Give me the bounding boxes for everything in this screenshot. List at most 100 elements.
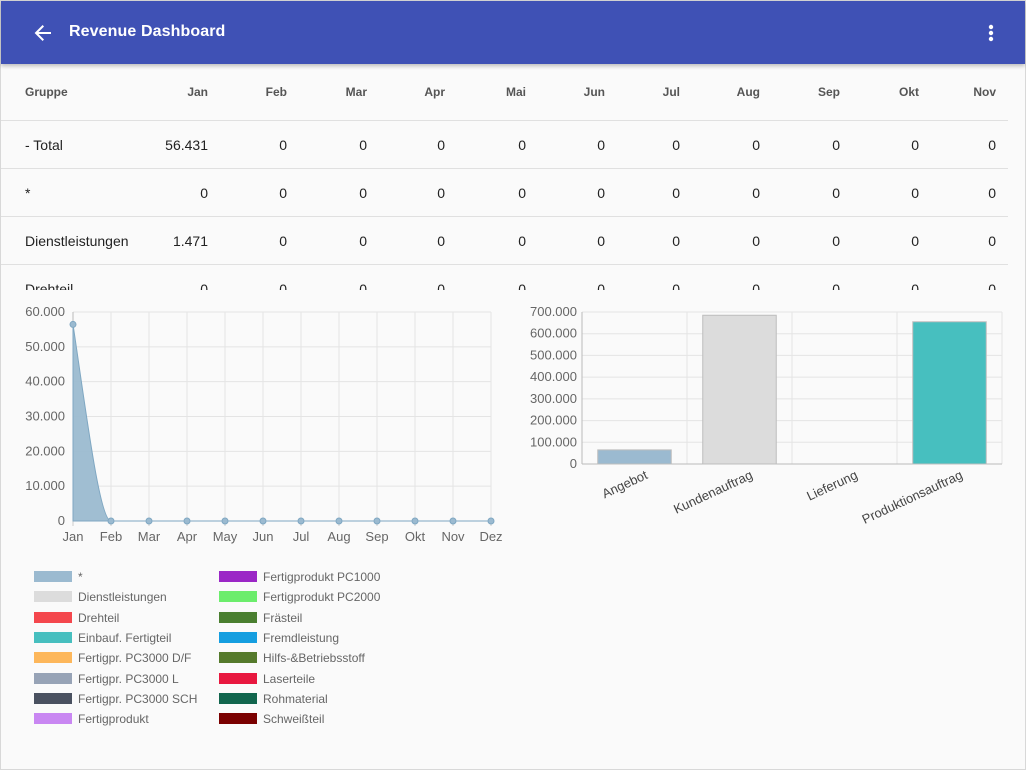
- legend-swatch: [34, 611, 72, 623]
- x-tick-label: Apr: [177, 529, 198, 544]
- table-cell: 0: [287, 120, 367, 169]
- y-tick-label: 50.000: [25, 339, 65, 354]
- column-header-okt[interactable]: Okt: [840, 64, 919, 121]
- x-tick-label: Okt: [405, 529, 426, 544]
- column-header-jul[interactable]: Jul: [605, 64, 680, 121]
- data-point[interactable]: [297, 517, 305, 525]
- table-cell: 0: [445, 216, 526, 265]
- legend-swatch: [219, 652, 257, 664]
- table-cell: 0: [605, 168, 680, 217]
- table-cell: 0: [367, 264, 445, 290]
- y-tick-label: 40.000: [25, 374, 65, 389]
- data-point[interactable]: [487, 517, 495, 525]
- data-point[interactable]: [69, 320, 77, 328]
- y-tick-label: 20.000: [25, 443, 65, 458]
- data-point[interactable]: [335, 517, 343, 525]
- y-tick-label: 300.000: [530, 391, 577, 406]
- data-point[interactable]: [411, 517, 419, 525]
- column-header-mar[interactable]: Mar: [287, 64, 367, 121]
- row-group-label: *: [1, 168, 141, 217]
- y-tick-label: 100.000: [530, 434, 577, 449]
- table-cell: 0: [287, 264, 367, 290]
- table-row[interactable]: * 0 0 0 0 0 0 0 0 0 0 0: [1, 168, 1008, 217]
- x-tick-label: Jul: [293, 529, 310, 544]
- table-cell: 0: [919, 120, 1008, 169]
- arrow-back-icon[interactable]: [29, 19, 57, 47]
- table-cell: 0: [526, 168, 605, 217]
- table-cell: 0: [919, 216, 1008, 265]
- table-cell: 0: [526, 120, 605, 169]
- table-cell: 0: [919, 264, 1008, 290]
- table-row[interactable]: - Total 56.431 0 0 0 0 0 0 0 0 0 0: [1, 120, 1008, 169]
- category-bar-chart: 0 100.000 200.000 300.000 400.000 500.000 600.…: [530, 304, 1003, 527]
- table-cell: 0: [208, 120, 287, 169]
- y-tick-label: 500.000: [530, 347, 577, 362]
- legend-label: Frästeil: [263, 610, 303, 625]
- legend-label: Drehteil: [78, 610, 120, 625]
- column-header-apr[interactable]: Apr: [367, 64, 445, 121]
- legend-label: Hilfs-&Betriebsstoff: [263, 651, 365, 666]
- column-header-feb[interactable]: Feb: [208, 64, 287, 121]
- legend-swatch: [34, 591, 72, 603]
- column-header-jun[interactable]: Jun: [526, 64, 605, 121]
- row-group-label: - Total: [1, 120, 141, 169]
- legend-label: *: [78, 570, 83, 584]
- legend-swatch: [34, 571, 72, 582]
- legend-swatch: [34, 652, 72, 664]
- revenue-table: Gruppe Jan Feb Mar Apr Mai Jun Jul Aug S…: [1, 64, 1008, 290]
- table-cell: 0: [526, 264, 605, 290]
- legend-label: Fertigpr. PC3000 SCH: [78, 691, 198, 706]
- table-row[interactable]: Drehteil 0 0 0 0 0 0 0 0 0 0 0: [1, 264, 1008, 290]
- more-vert-icon[interactable]: [983, 19, 999, 47]
- column-header-gruppe[interactable]: Gruppe: [1, 64, 141, 121]
- x-tick-label: Mar: [138, 529, 161, 544]
- data-point[interactable]: [183, 517, 191, 525]
- data-point[interactable]: [107, 517, 115, 525]
- table-cell: 0: [680, 216, 760, 265]
- bar-kundenauftrag[interactable]: [702, 314, 777, 465]
- y-tick-label: 60.000: [25, 304, 65, 319]
- table-cell: 0: [526, 216, 605, 265]
- table-cell: 0: [208, 168, 287, 217]
- legend-swatch: [34, 692, 72, 704]
- x-tick-label: Produktionsauftrag: [860, 467, 965, 527]
- table-cell: 0: [760, 120, 840, 169]
- x-tick-label: Feb: [100, 529, 122, 544]
- x-tick-label: Nov: [441, 529, 465, 544]
- y-tick-label: 700.000: [530, 304, 577, 319]
- data-point[interactable]: [221, 517, 229, 525]
- column-header-nov[interactable]: Nov: [919, 64, 1008, 121]
- revenue-table-scroll[interactable]: Gruppe Jan Feb Mar Apr Mai Jun Jul Aug S…: [1, 64, 1008, 290]
- table-cell: 0: [760, 168, 840, 217]
- x-tick-label: Kundenauftrag: [671, 467, 755, 517]
- data-point[interactable]: [449, 517, 457, 525]
- legend-label: Fremdleistung: [263, 630, 340, 645]
- legend-label: Fertigprodukt: [78, 712, 149, 727]
- bar-angebot[interactable]: [597, 449, 672, 465]
- table-row[interactable]: Dienstleistungen 1.471 0 0 0 0 0 0 0 0 0 0: [1, 216, 1008, 265]
- data-point[interactable]: [145, 517, 153, 525]
- legend-label: Einbauf. Fertigteil: [78, 630, 172, 645]
- column-header-sep[interactable]: Sep: [760, 64, 840, 121]
- column-header-aug[interactable]: Aug: [680, 64, 760, 121]
- table-cell: 0: [287, 216, 367, 265]
- table-cell: 1.471: [141, 216, 208, 265]
- table-cell: 0: [760, 216, 840, 265]
- legend-swatch: [219, 571, 257, 582]
- table-cell: 0: [840, 168, 919, 217]
- table-cell: 0: [208, 216, 287, 265]
- table-cell: 0: [840, 264, 919, 290]
- table-cell: 0: [367, 120, 445, 169]
- column-header-jan[interactable]: Jan: [141, 64, 208, 121]
- y-tick-label: 0: [58, 513, 65, 528]
- table-cell: 0: [840, 120, 919, 169]
- data-point[interactable]: [373, 517, 381, 525]
- data-point[interactable]: [259, 517, 267, 525]
- table-cell: 0: [840, 216, 919, 265]
- table-cell: 0: [680, 120, 760, 169]
- legend-label: Fertigpr. PC3000 L: [78, 671, 179, 686]
- legend-swatch: [219, 591, 257, 603]
- bar-produktionsauftrag[interactable]: [912, 321, 987, 465]
- column-header-mai[interactable]: Mai: [445, 64, 526, 121]
- legend-label: Rohmaterial: [263, 691, 328, 706]
